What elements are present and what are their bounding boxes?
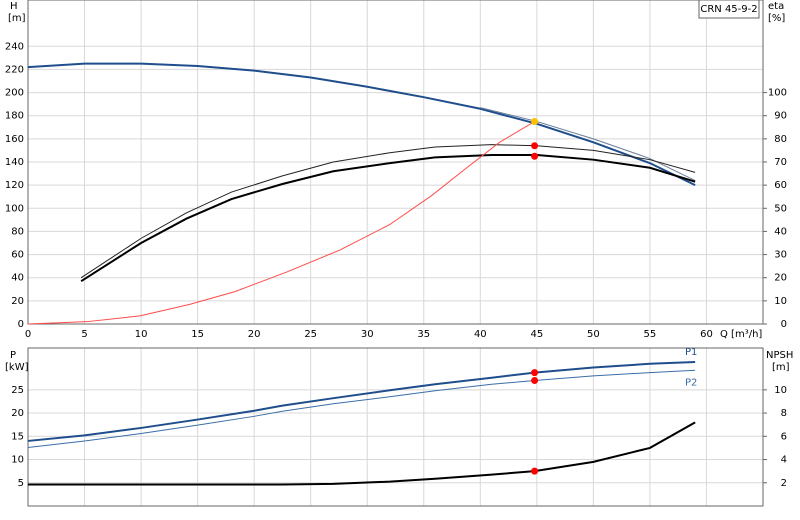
y2-tick-label: 6 <box>781 431 787 442</box>
x-tick-label: 0 <box>25 329 31 340</box>
curve <box>80 154 696 283</box>
x-tick-label: 55 <box>644 329 657 340</box>
y2-label: NPSH <box>766 350 793 361</box>
y-tick-label: 40 <box>11 273 24 284</box>
y2-tick-label: 10 <box>774 385 787 396</box>
y2-tick-label: 8 <box>781 408 787 419</box>
x-tick-label: 5 <box>81 329 87 340</box>
curve <box>27 62 696 187</box>
y-tick-label: 140 <box>5 157 24 168</box>
y-tick-label: 220 <box>5 64 24 75</box>
y-unit: [m] <box>8 13 26 24</box>
model-box <box>698 0 760 19</box>
x-tick-label: 20 <box>248 329 261 340</box>
x-tick-label: 30 <box>361 329 374 340</box>
y2-label: eta <box>768 1 784 12</box>
y-tick-label: 120 <box>5 180 24 191</box>
y-tick-label: 5 <box>18 478 24 489</box>
y2-tick-label: 20 <box>774 273 787 284</box>
y2-tick-label: 4 <box>781 455 787 466</box>
y-unit: [kW] <box>5 362 29 373</box>
y2-tick-label: 80 <box>774 134 787 145</box>
curve-label: P2 <box>685 377 697 388</box>
y-label: P <box>10 350 16 361</box>
model-label: CRN 45-9-2 <box>700 4 757 15</box>
x-tick-label: 60 <box>700 329 713 340</box>
x-tick-label: 50 <box>587 329 600 340</box>
curve <box>27 121 535 325</box>
curve <box>80 144 696 279</box>
y-tick-label: 25 <box>11 385 24 396</box>
y-tick-label: 100 <box>5 203 24 214</box>
x-tick-label: 25 <box>304 329 317 340</box>
y-label: H <box>10 1 18 12</box>
y-tick-label: 15 <box>11 431 24 442</box>
y2-tick-label: 60 <box>774 180 787 191</box>
y2-tick-label: 30 <box>774 250 787 261</box>
y2-tick-label: 90 <box>774 111 787 122</box>
curve <box>480 107 696 181</box>
y2-tick-label: 70 <box>774 157 787 168</box>
y2-tick-label: 0 <box>781 319 787 330</box>
y2-unit: [m] <box>772 362 790 373</box>
x-tick-label: 10 <box>135 329 148 340</box>
curve <box>27 369 696 448</box>
y2-tick-label: 100 <box>768 88 787 99</box>
plot-frame <box>27 0 764 325</box>
operating-point <box>531 377 539 385</box>
curve-label: P1 <box>685 347 697 358</box>
y2-unit: [%] <box>768 13 785 24</box>
y-tick-label: 80 <box>11 226 24 237</box>
y2-tick-label: 50 <box>774 203 787 214</box>
y-tick-label: 180 <box>5 111 24 122</box>
x-label: Q [m³/h] <box>720 329 762 340</box>
operating-point <box>531 369 539 377</box>
operating-point <box>531 118 539 125</box>
y-tick-label: 10 <box>11 455 24 466</box>
x-tick-label: 45 <box>530 329 543 340</box>
y-tick-label: 60 <box>11 250 24 261</box>
y2-tick-label: 10 <box>774 296 787 307</box>
operating-point <box>531 142 539 150</box>
operating-point <box>531 467 539 475</box>
x-tick-label: 35 <box>417 329 430 340</box>
y2-tick-label: 2 <box>781 478 787 489</box>
x-tick-label: 40 <box>474 329 487 340</box>
x-tick-label: 15 <box>191 329 204 340</box>
y-tick-label: 0 <box>18 319 24 330</box>
curve <box>27 360 696 442</box>
operating-point <box>531 152 539 160</box>
y-tick-label: 160 <box>5 134 24 145</box>
y-tick-label: 20 <box>11 408 24 419</box>
plot-frame <box>27 347 764 507</box>
curve <box>28 421 696 486</box>
y-tick-label: 240 <box>5 41 24 52</box>
y-tick-label: 200 <box>5 88 24 99</box>
y2-tick-label: 40 <box>774 226 787 237</box>
y-tick-label: 20 <box>11 296 24 307</box>
